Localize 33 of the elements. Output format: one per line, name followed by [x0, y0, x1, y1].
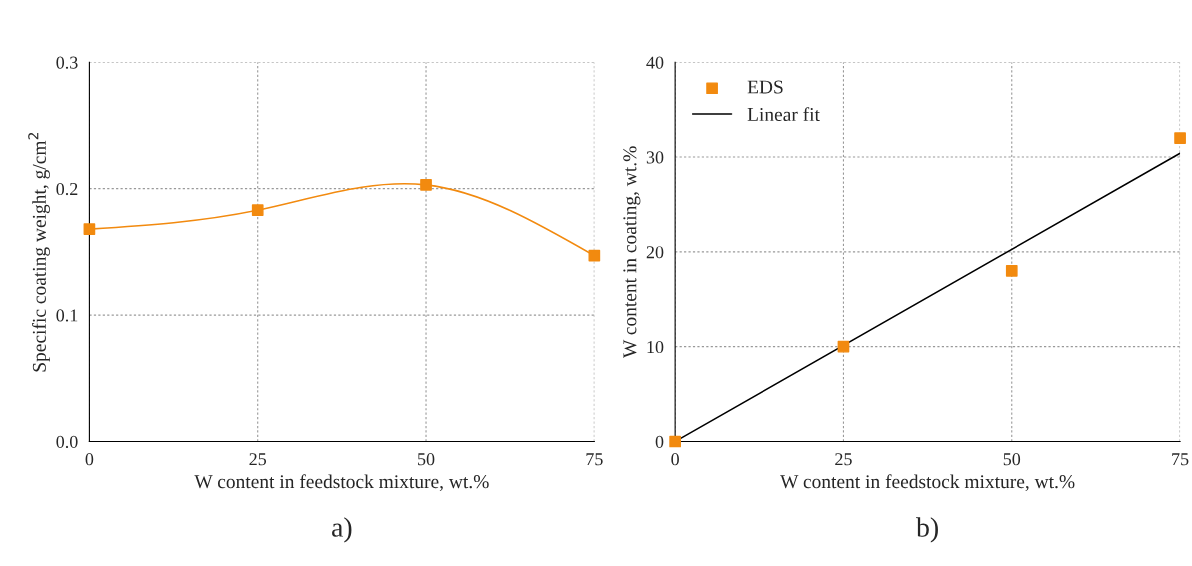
x-tick-label: 25: [249, 453, 267, 466]
point: [420, 179, 432, 191]
y-tick-label: 0.3: [56, 56, 78, 69]
x-tick-label: 25: [835, 453, 852, 466]
y-tick-label: 40: [646, 56, 664, 69]
text: b): [916, 517, 938, 543]
point: [588, 249, 601, 262]
text: a): [332, 517, 352, 543]
x-tick-label: 75: [586, 453, 603, 466]
y-tick-label: 0.0: [56, 435, 78, 448]
x-tick-label: 50: [1003, 453, 1021, 466]
point: [1005, 264, 1018, 277]
x-tick-label: 0: [85, 453, 94, 466]
x-axis-title: W content in feedstock mixture, wt.%: [780, 474, 1075, 491]
point: [251, 204, 264, 217]
y-tick-label: 0: [655, 435, 664, 448]
point: [669, 435, 681, 448]
y-tick-label: 20: [646, 246, 664, 259]
point: [1174, 132, 1186, 144]
legend-label: EDS: [747, 80, 783, 94]
y-tick-label: 30: [646, 151, 664, 164]
y-tick-label: 0.1: [56, 309, 78, 322]
x-tick-label: 50: [418, 453, 435, 466]
legend-label: Linear fit: [747, 107, 820, 122]
y-tick-label: 0.2: [56, 182, 78, 196]
x-axis-title: W content in feedstock mixture, wt.%: [194, 474, 489, 491]
point: [83, 223, 96, 235]
x-tick-label: 0: [671, 453, 679, 466]
x-tick-label: 75: [1172, 453, 1189, 466]
point: [837, 340, 850, 353]
y-tick-label: 10: [647, 340, 664, 354]
y-axis-title: Specific coating weight, g/cm$^{2}$: [28, 133, 50, 372]
y-axis-title: W content in coating, wt.%: [623, 146, 641, 359]
